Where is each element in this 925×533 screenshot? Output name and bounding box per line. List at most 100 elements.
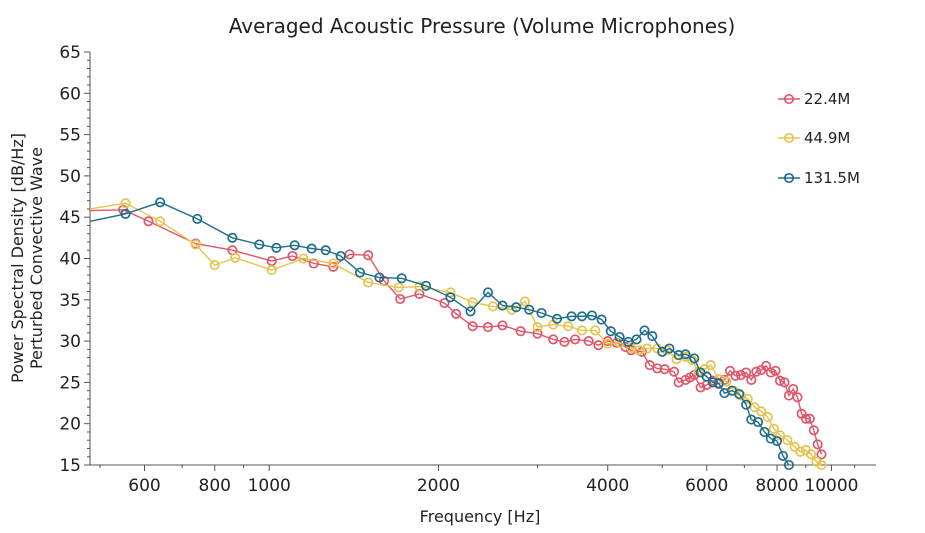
data-point [374,272,385,283]
data-point [230,252,241,263]
data-point [566,311,577,322]
data-point [734,388,745,400]
data-point [761,360,772,371]
data-point [289,240,300,251]
data-point [414,281,425,292]
legend-marker [783,172,795,184]
y-axis-title-line-2: Perturbed Convective Wave [27,147,46,369]
data-point [765,367,776,378]
data-point [143,216,154,227]
data-point [271,242,282,253]
data-point [812,439,823,450]
data-point [298,253,309,264]
data-point [742,393,753,404]
data-point [551,313,563,324]
data-point [593,340,604,351]
data-point [363,250,374,261]
data-point [596,314,607,325]
series-1 [89,204,827,460]
data-point [254,239,265,250]
legend-label: 22.4M [804,90,850,108]
data-point [155,216,166,227]
data-point [209,260,220,271]
data-point [515,326,526,337]
data-point [532,322,543,333]
data-point [689,353,700,364]
legend-label: 44.9M [804,129,850,147]
data-point [482,322,494,333]
data-point [465,306,476,317]
y-ticks: 15 20 25 30 35 40 45 50 55 60 65 [59,43,90,476]
data-point [393,282,404,293]
data-point [451,308,462,319]
data-point [659,364,670,375]
data-point [779,377,790,388]
data-point [741,367,752,378]
legend: 22.4M 44.9M 131.5M [778,90,860,187]
data-point [751,366,762,377]
legend-item-1: 22.4M [778,90,850,108]
y-tick-label: 20 [59,415,81,435]
data-point [765,433,776,444]
data-point [120,208,131,219]
data-point [328,258,339,269]
data-point [795,446,806,457]
x-tick-label: 2000 [417,476,460,496]
data-point [759,426,770,438]
data-point [155,197,166,208]
data-point [576,311,588,322]
data-point [746,414,757,425]
y-tick-label: 40 [59,250,81,270]
data-point [532,328,543,339]
data-point [190,239,201,250]
data-point [605,326,616,337]
x-axis-title: Frequency [Hz] [420,507,541,526]
x-tick-label: 8000 [755,476,798,496]
data-point [724,365,736,376]
data-point [789,441,800,452]
y-tick-label: 30 [59,332,81,352]
data-point [396,273,407,284]
data-point [363,277,374,288]
data-point [746,374,757,385]
y-tick-label: 55 [59,126,81,146]
y-tick-label: 35 [59,291,81,311]
data-point [559,336,570,347]
data-point [771,435,783,447]
series-layer [89,197,827,471]
data-point [735,369,746,381]
series-line [89,201,790,466]
data-point [497,300,508,311]
y-tick-label: 65 [59,43,81,63]
data-point [756,406,767,417]
x-ticks: 600 800 1000 2000 4000 6000 8000 10000 [99,465,859,496]
data-point [445,292,456,303]
data-point [524,304,535,315]
data-point [414,288,425,300]
y-tick-label: 25 [59,373,81,393]
data-point [770,365,781,376]
data-point [782,435,793,446]
data-point [669,366,680,377]
data-point [467,297,478,308]
data-point [227,232,238,243]
data-point [792,392,803,403]
data-point [777,450,789,461]
data-point [808,425,819,436]
chart-title: Averaged Acoustic Pressure (Volume Micro… [229,14,736,38]
series-3 [89,197,794,471]
data-point [586,310,598,321]
data-point [308,258,319,269]
data-point [631,334,642,345]
data-point [548,334,559,345]
y-tick-label: 60 [59,84,81,104]
data-point [639,325,650,336]
series-2 [89,198,827,471]
x-tick-label: 4000 [586,476,629,496]
data-point [519,296,531,307]
data-point [730,370,741,381]
x-tick-label: 600 [128,476,160,496]
legend-label: 131.5M [804,169,860,187]
data-point [673,350,684,361]
